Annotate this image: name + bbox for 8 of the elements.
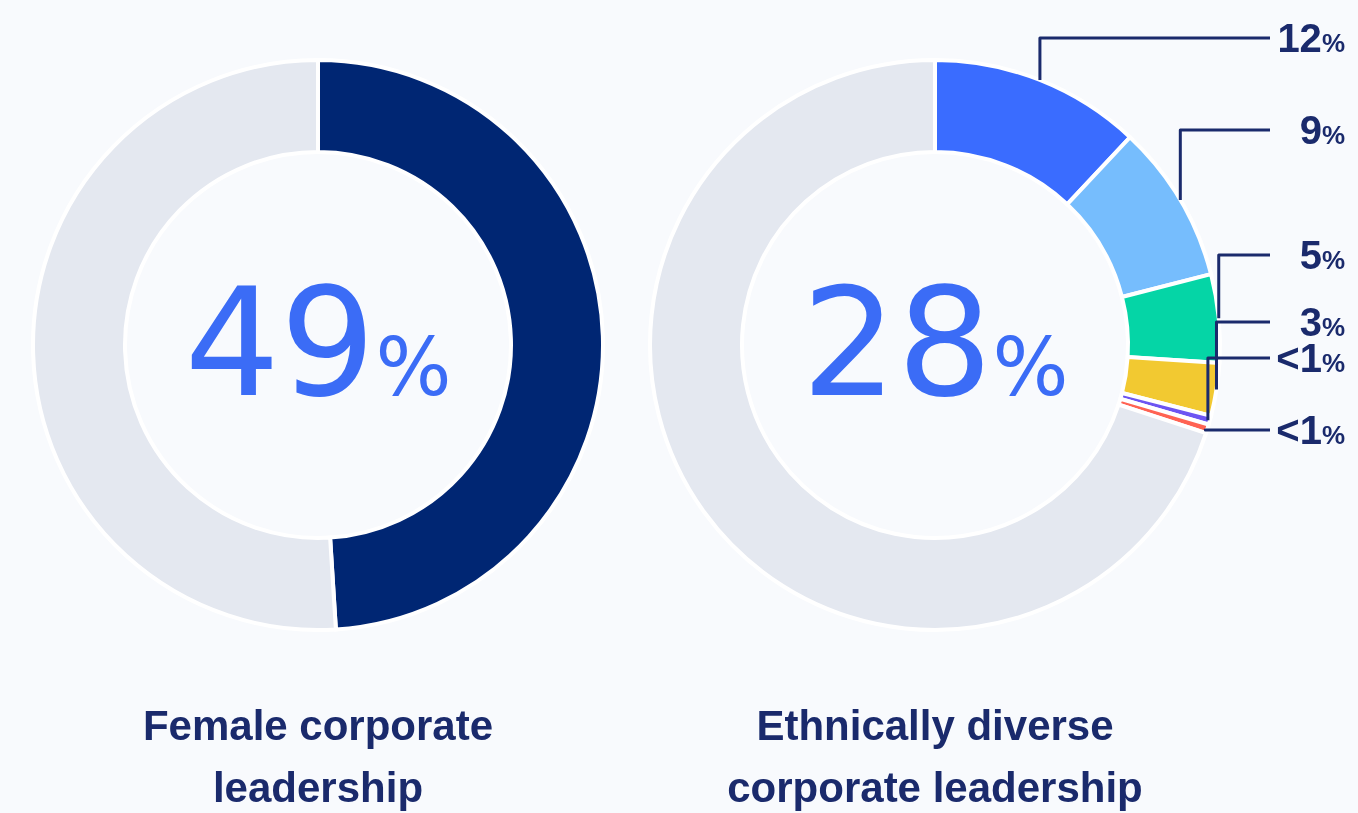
text: 28% (801, 256, 1069, 430)
data-label: 12% (1277, 16, 1345, 60)
data-label: 9% (1299, 108, 1345, 152)
text: Ethnically diverse corporate leadership (727, 702, 1143, 811)
data-label: 5% (1299, 233, 1345, 277)
text: 49% (184, 256, 452, 430)
text: Female corporate leadership (142, 702, 494, 811)
data-label: <1% (1276, 408, 1345, 452)
